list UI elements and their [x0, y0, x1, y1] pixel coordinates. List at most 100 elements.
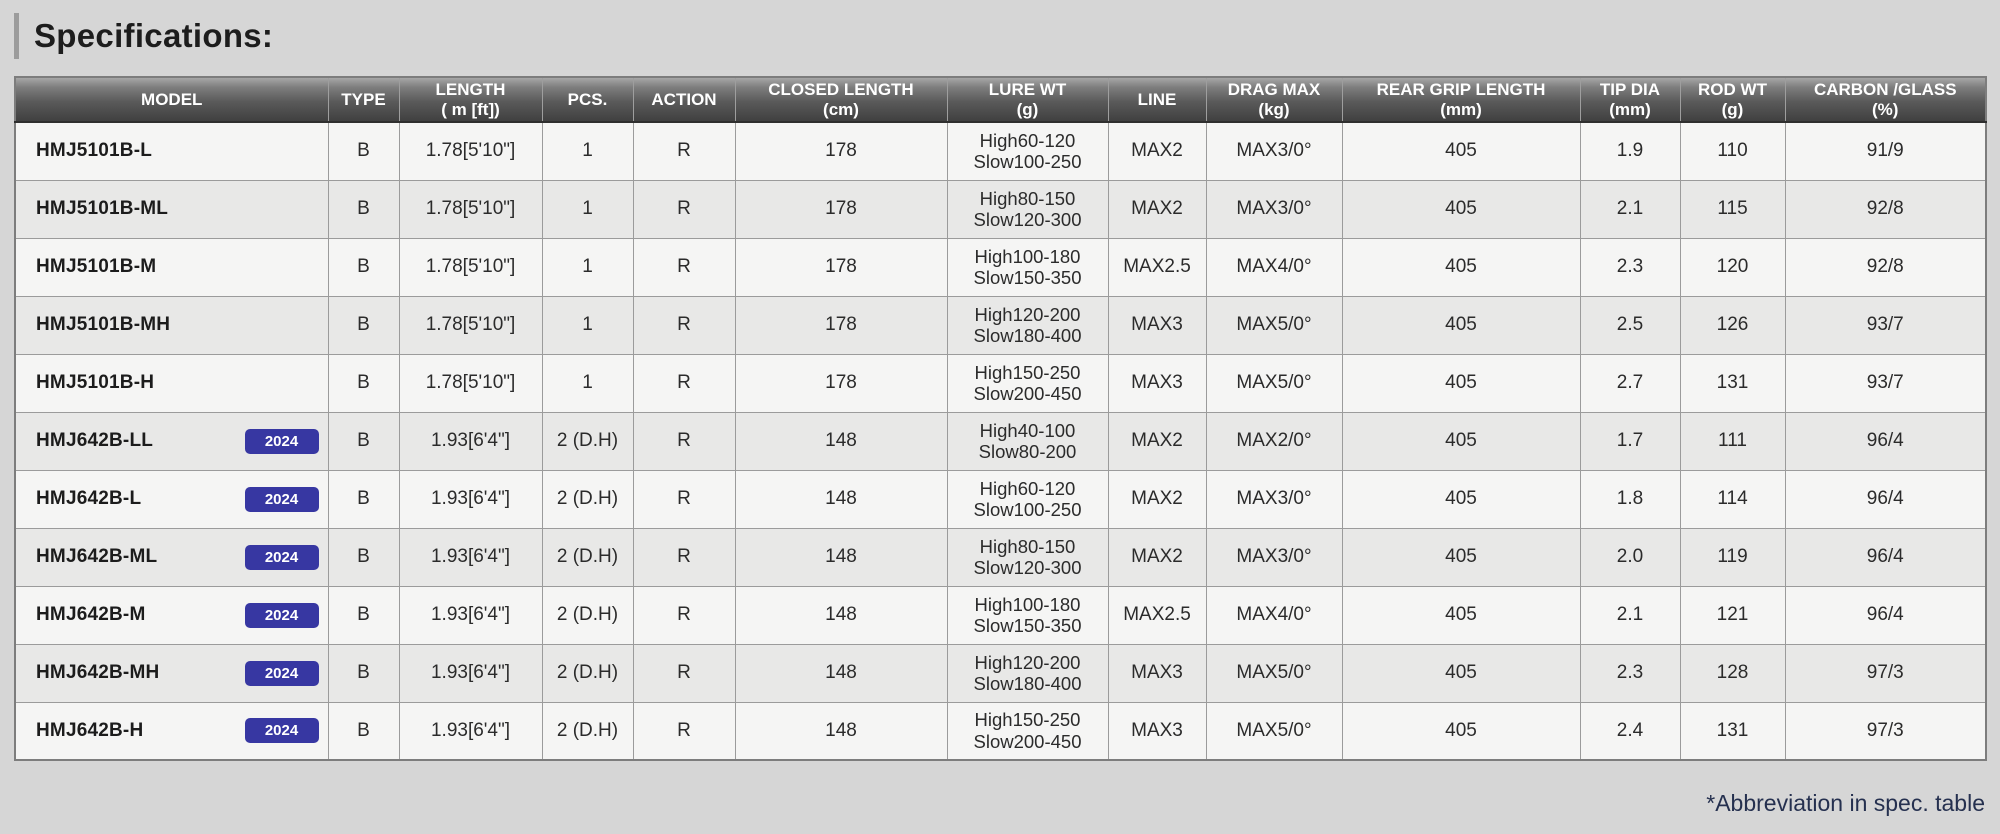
rod-wt-cell: 119 [1679, 527, 1786, 587]
model-cell: HMJ642B-ML 2024 [14, 527, 329, 587]
lure-slow-value: Slow100-250 [973, 499, 1082, 520]
column-header-1: TYPE [327, 77, 399, 123]
rear-grip-length-cell: 405 [1341, 121, 1581, 181]
model-cell: HMJ642B-H 2024 [14, 701, 329, 761]
year-badge: 2024 [244, 428, 319, 454]
closed-length-cell: 178 [734, 121, 948, 181]
table-row: HMJ5101B-ML B 1.78[5'10"] 1 R 178 High80… [14, 179, 1987, 239]
column-unit: (%) [1872, 99, 1899, 119]
carbon-glass-cell: 93/7 [1784, 295, 1987, 355]
model-cell: HMJ5101B-M [14, 237, 329, 297]
line-cell: MAX3 [1107, 643, 1207, 703]
table-row: HMJ642B-M 2024 B 1.93[6'4"] 2 (D.H) R 14… [14, 585, 1987, 645]
model-cell: HMJ642B-LL 2024 [14, 411, 329, 471]
lure-wt-cell: High40-100 Slow80-200 [946, 411, 1109, 471]
column-header-11: ROD WT (g) [1679, 77, 1785, 123]
tip-dia-cell: 2.3 [1579, 643, 1681, 703]
line-cell: MAX2 [1107, 179, 1207, 239]
drag-max-cell: MAX5/0° [1205, 353, 1343, 413]
rod-wt-cell: 128 [1679, 643, 1786, 703]
drag-max-cell: MAX3/0° [1205, 527, 1343, 587]
lure-wt-cell: High150-250 Slow200-450 [946, 353, 1109, 413]
rod-wt-cell: 120 [1679, 237, 1786, 297]
pcs-cell: 2 (D.H) [541, 469, 634, 529]
column-label: ACTION [651, 89, 717, 109]
type-cell: B [327, 585, 400, 645]
model-cell: HMJ5101B-ML [14, 179, 329, 239]
rear-grip-length-cell: 405 [1341, 527, 1581, 587]
action-cell: R [632, 411, 736, 471]
carbon-glass-cell: 91/9 [1784, 121, 1987, 181]
column-label: ROD WT [1698, 80, 1767, 100]
column-label: LURE WT [988, 80, 1067, 100]
column-label: TYPE [341, 89, 386, 109]
column-header-3: PCS. [541, 77, 633, 123]
pcs-cell: 2 (D.H) [541, 643, 634, 703]
closed-length-cell: 178 [734, 295, 948, 355]
length-cell: 1.93[6'4"] [398, 585, 543, 645]
year-badge: 2024 [244, 544, 319, 570]
tip-dia-cell: 2.0 [1579, 527, 1681, 587]
rod-wt-cell: 111 [1679, 411, 1786, 471]
drag-max-cell: MAX3/0° [1205, 121, 1343, 181]
title-accent-bar [14, 13, 19, 59]
tip-dia-cell: 1.8 [1579, 469, 1681, 529]
lure-slow-value: Slow180-400 [973, 325, 1082, 346]
rod-wt-cell: 110 [1679, 121, 1786, 181]
closed-length-cell: 148 [734, 411, 948, 471]
rear-grip-length-cell: 405 [1341, 585, 1581, 645]
column-label: CARBON /GLASS [1813, 80, 1957, 100]
lure-high-value: High40-100 [979, 419, 1076, 441]
model-name: HMJ642B-ML [36, 546, 158, 567]
length-cell: 1.93[6'4"] [398, 411, 543, 471]
lure-slow-value: Slow80-200 [978, 441, 1077, 462]
tip-dia-cell: 2.1 [1579, 585, 1681, 645]
drag-max-cell: MAX3/0° [1205, 179, 1343, 239]
action-cell: R [632, 121, 736, 181]
model-name: HMJ642B-L [36, 488, 142, 509]
lure-wt-cell: High60-120 Slow100-250 [946, 121, 1109, 181]
action-cell: R [632, 585, 736, 645]
action-cell: R [632, 469, 736, 529]
line-cell: MAX3 [1107, 353, 1207, 413]
tip-dia-cell: 2.3 [1579, 237, 1681, 297]
type-cell: B [327, 469, 400, 529]
rear-grip-length-cell: 405 [1341, 643, 1581, 703]
carbon-glass-cell: 97/3 [1784, 643, 1987, 703]
pcs-cell: 2 (D.H) [541, 527, 634, 587]
pcs-cell: 2 (D.H) [541, 585, 634, 645]
drag-max-cell: MAX5/0° [1205, 295, 1343, 355]
lure-high-value: High100-180 [974, 593, 1081, 615]
lure-wt-cell: High120-200 Slow180-400 [946, 643, 1109, 703]
type-cell: B [327, 179, 400, 239]
model-name: HMJ5101B-ML [36, 198, 169, 219]
line-cell: MAX3 [1107, 701, 1207, 761]
lure-slow-value: Slow150-350 [973, 615, 1082, 636]
length-cell: 1.93[6'4"] [398, 701, 543, 761]
model-name: HMJ642B-LL [36, 430, 154, 451]
table-row: HMJ5101B-H B 1.78[5'10"] 1 R 178 High150… [14, 353, 1987, 413]
lure-wt-cell: High60-120 Slow100-250 [946, 469, 1109, 529]
column-label: DRAG MAX [1227, 80, 1321, 100]
type-cell: B [327, 121, 400, 181]
line-cell: MAX2 [1107, 527, 1207, 587]
model-cell: HMJ5101B-H [14, 353, 329, 413]
action-cell: R [632, 643, 736, 703]
lure-wt-cell: High150-250 Slow200-450 [946, 701, 1109, 761]
carbon-glass-cell: 96/4 [1784, 411, 1987, 471]
rod-wt-cell: 126 [1679, 295, 1786, 355]
table-row: HMJ5101B-MH B 1.78[5'10"] 1 R 178 High12… [14, 295, 1987, 355]
drag-max-cell: MAX5/0° [1205, 643, 1343, 703]
carbon-glass-cell: 96/4 [1784, 469, 1987, 529]
lure-wt-cell: High80-150 Slow120-300 [946, 179, 1109, 239]
pcs-cell: 2 (D.H) [541, 701, 634, 761]
column-label: TIP DIA [1599, 80, 1661, 100]
type-cell: B [327, 527, 400, 587]
model-name: HMJ642B-MH [36, 662, 160, 683]
table-row: HMJ5101B-L B 1.78[5'10"] 1 R 178 High60-… [14, 121, 1987, 181]
model-name: HMJ5101B-MH [36, 314, 171, 335]
model-cell: HMJ642B-MH 2024 [14, 643, 329, 703]
drag-max-cell: MAX5/0° [1205, 701, 1343, 761]
carbon-glass-cell: 97/3 [1784, 701, 1987, 761]
closed-length-cell: 178 [734, 353, 948, 413]
